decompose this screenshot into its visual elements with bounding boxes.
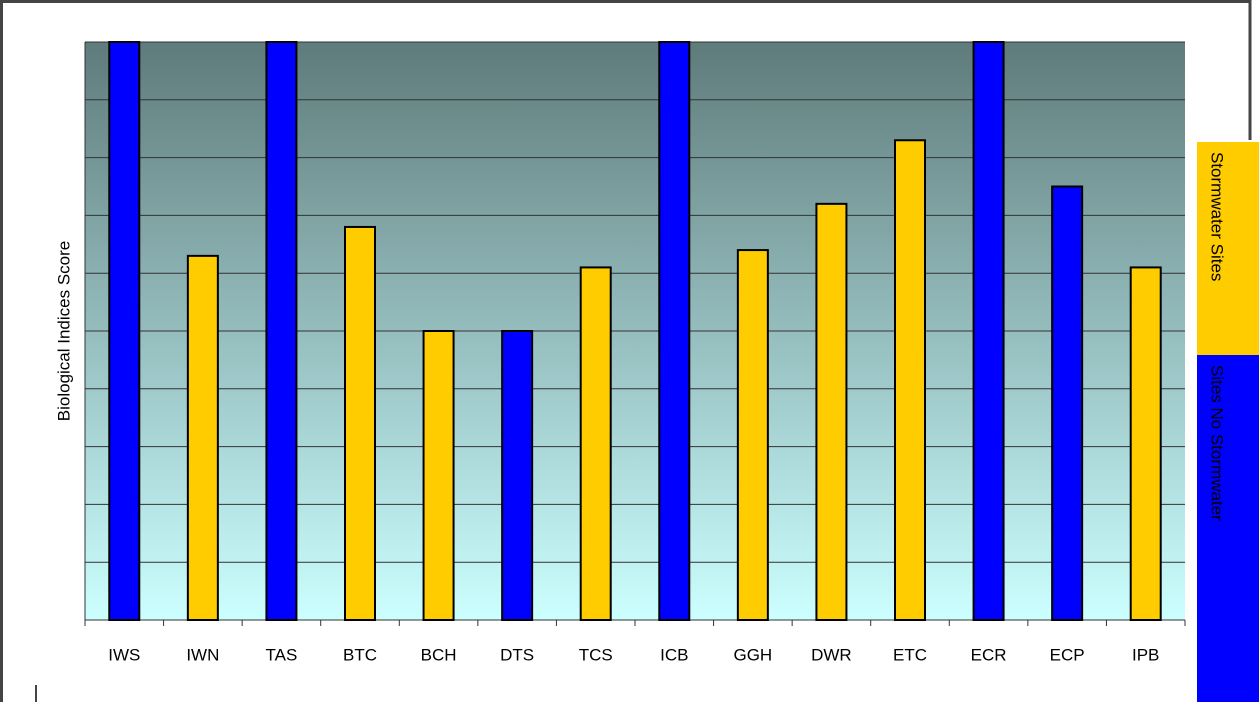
x-tick-label: IPB	[1132, 645, 1159, 664]
bar	[344, 225, 376, 622]
bar	[894, 139, 926, 621]
x-tick-label: ICB	[660, 645, 688, 664]
legend-label: Sites No Stormwater	[1208, 365, 1227, 521]
bar	[1129, 266, 1162, 621]
legend-swatch	[1197, 142, 1259, 355]
bar	[108, 41, 141, 621]
legend-swatch	[1197, 355, 1259, 702]
bar	[422, 330, 455, 621]
x-tick-label: ECR	[971, 645, 1007, 664]
x-tick-label: GGH	[733, 645, 772, 664]
x-tick-label: TAS	[266, 645, 298, 664]
bar	[815, 202, 848, 621]
x-tick-label: TCS	[579, 645, 613, 664]
bar	[501, 330, 534, 621]
bar	[186, 254, 219, 622]
bar	[579, 266, 612, 621]
x-tick-label: DWR	[811, 645, 852, 664]
bar	[972, 41, 1005, 621]
bar	[658, 41, 691, 621]
bar	[1051, 185, 1084, 621]
y-axis-label: Biological Indices Score	[54, 241, 73, 421]
x-tick-label: BTC	[343, 645, 377, 664]
x-tick-label: IWN	[186, 645, 219, 664]
bar	[265, 41, 298, 621]
x-tick-label: ETC	[893, 645, 927, 664]
x-tick-label: ECP	[1050, 645, 1085, 664]
x-tick-label: BCH	[421, 645, 457, 664]
legend-label: Stormwater Sites	[1208, 152, 1227, 281]
x-tick-label: IWS	[108, 645, 140, 664]
bar	[736, 249, 769, 622]
x-tick-label: DTS	[500, 645, 534, 664]
